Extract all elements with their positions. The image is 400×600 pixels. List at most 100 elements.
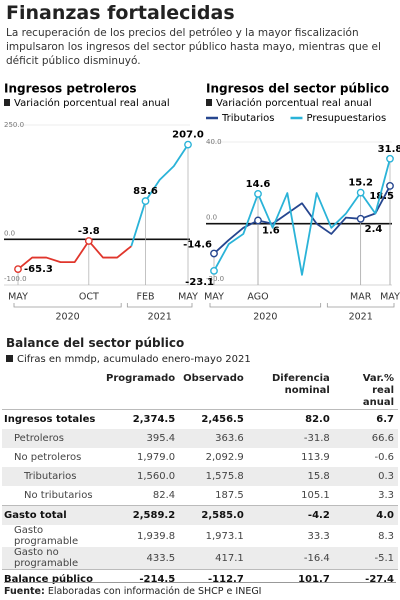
table-row: No petroleros 1,979.0 2,092.9 113.9 -0.6 [2, 448, 398, 467]
row-label: Gasto no programable [2, 547, 102, 570]
point [356, 188, 365, 197]
legend-label: Tributarios [221, 113, 274, 124]
marker [206, 99, 212, 106]
x-tick-label: MAY [178, 292, 198, 303]
cell: 4.0 [333, 505, 398, 525]
cell: 395.4 [102, 429, 180, 448]
cell: 417.1 [179, 547, 248, 570]
point [254, 216, 262, 225]
cell: 82.0 [247, 409, 334, 429]
x-tick-label: MAR [350, 292, 372, 303]
y-tick-label: 40.0 [206, 138, 222, 146]
data-label: 83.6 [133, 186, 158, 197]
year-label: 2020 [253, 312, 277, 323]
y-tick-label: 0.0 [4, 229, 15, 237]
column-header: Observado [183, 373, 244, 384]
cell: -31.8 [247, 429, 334, 448]
cell: 2,456.5 [179, 409, 248, 429]
point [84, 237, 93, 245]
column-header: Diferencia nominal [271, 373, 330, 396]
table-title: Balance del sector público [6, 336, 185, 350]
row-label: Ingresos totales [2, 409, 102, 429]
cell: 82.4 [152, 490, 176, 501]
cell: 33.3 [307, 530, 330, 542]
column-header: Programado [106, 373, 176, 384]
y-tick-label: -100.0 [4, 275, 27, 283]
point [14, 265, 22, 274]
table-row: No tributarios 82.4 187.5 105.1 3.3 [2, 486, 398, 506]
point [386, 154, 394, 163]
title: Finanzas fortalecidas [6, 2, 235, 24]
cell: -16.4 [247, 547, 334, 570]
cell: 1,560.0 [102, 467, 180, 486]
row-label: Tributarios [2, 467, 102, 486]
row-label: No tributarios [24, 490, 93, 501]
point [386, 182, 394, 190]
row-label: Petroleros [2, 429, 102, 448]
point [184, 140, 192, 149]
cell: 8.3 [378, 530, 394, 542]
cell: -5.1 [333, 547, 398, 570]
cell: 101.7 [247, 569, 334, 589]
cell: 15.8 [247, 467, 334, 486]
legend-label: Presupuestarios [306, 113, 386, 124]
cell: 66.6 [333, 429, 398, 448]
year-bracket [126, 303, 193, 308]
data-label: -14.6 [183, 240, 212, 251]
table-row: Gasto total 2,589.2 2,585.0 -4.2 4.0 [2, 505, 398, 525]
chart-title: Ingresos petroleros [4, 82, 137, 96]
cell: 187.5 [215, 490, 244, 501]
cell: 0.3 [333, 467, 398, 486]
subtitle: La recuperación de los precios del petró… [6, 27, 381, 67]
header-row: Programado Observado Diferencia nominal Var… [2, 373, 398, 410]
cell: 1,575.8 [179, 467, 248, 486]
cell: 2,374.5 [102, 409, 180, 429]
y-tick-label: 250.0 [4, 121, 24, 129]
table-subtitle-row: Cifras en mmdp, acumulado enero-mayo 202… [0, 354, 400, 365]
cell: -0.6 [374, 452, 394, 463]
row-label: Gasto total [2, 505, 102, 525]
point [254, 189, 262, 198]
series-line [130, 144, 189, 247]
data-label: -23.1 [185, 277, 214, 288]
year-label: 2020 [55, 312, 79, 323]
cell: -112.7 [179, 569, 248, 589]
y-tick-label: -30.0 [206, 275, 224, 283]
table-row: Tributarios 1,560.0 1,575.8 15.8 0.3 [2, 467, 398, 486]
marker [6, 355, 13, 362]
point [141, 197, 150, 205]
cell: -4.2 [247, 505, 334, 525]
header: Finanzas fortalecidas La recuperación de… [6, 0, 396, 68]
year-label: 2021 [148, 312, 172, 323]
data-label: -65.3 [24, 264, 53, 275]
x-tick-label: FEB [137, 292, 155, 303]
x-tick-label: MAY [204, 292, 224, 303]
cell: 2,585.0 [179, 505, 248, 525]
data-label: 31.8 [378, 144, 400, 155]
table-row: Gasto no programable 433.5 417.1 -16.4 -5.1 [2, 547, 398, 570]
row-label: No petroleros [14, 452, 82, 463]
data-label: 2.4 [365, 224, 383, 235]
table-row: Balance público -214.5 -112.7 101.7 -27.4 [2, 569, 398, 589]
data-label: 207.0 [172, 130, 204, 141]
y-tick-label: 0.0 [206, 214, 217, 222]
cell: 2,589.2 [102, 505, 180, 525]
chart-title: Ingresos del sector público [206, 82, 389, 96]
cell: 433.5 [102, 547, 180, 570]
table: Programado Observado Diferencia nominal Var… [2, 373, 398, 589]
data-label: 14.6 [246, 179, 271, 190]
marker [4, 99, 10, 106]
footer-text: Elaboradas con información de SHCP e INE… [47, 586, 262, 597]
table-row: Gasto programable 1,939.8 1,973.1 33.3 8.3 [2, 525, 398, 547]
cell: 113.9 [301, 452, 330, 463]
data-label: 15.2 [348, 178, 373, 189]
cell: -214.5 [102, 569, 180, 589]
cell: 1,979.0 [137, 452, 176, 463]
data-label: -3.8 [78, 226, 100, 237]
table-section: Balance del sector público Cifras en mmd… [0, 336, 400, 589]
cell: 1,939.8 [137, 530, 176, 542]
year-bracket [209, 303, 322, 308]
year-bracket [13, 303, 122, 308]
year-label: 2021 [349, 312, 373, 323]
series-line [17, 240, 132, 270]
